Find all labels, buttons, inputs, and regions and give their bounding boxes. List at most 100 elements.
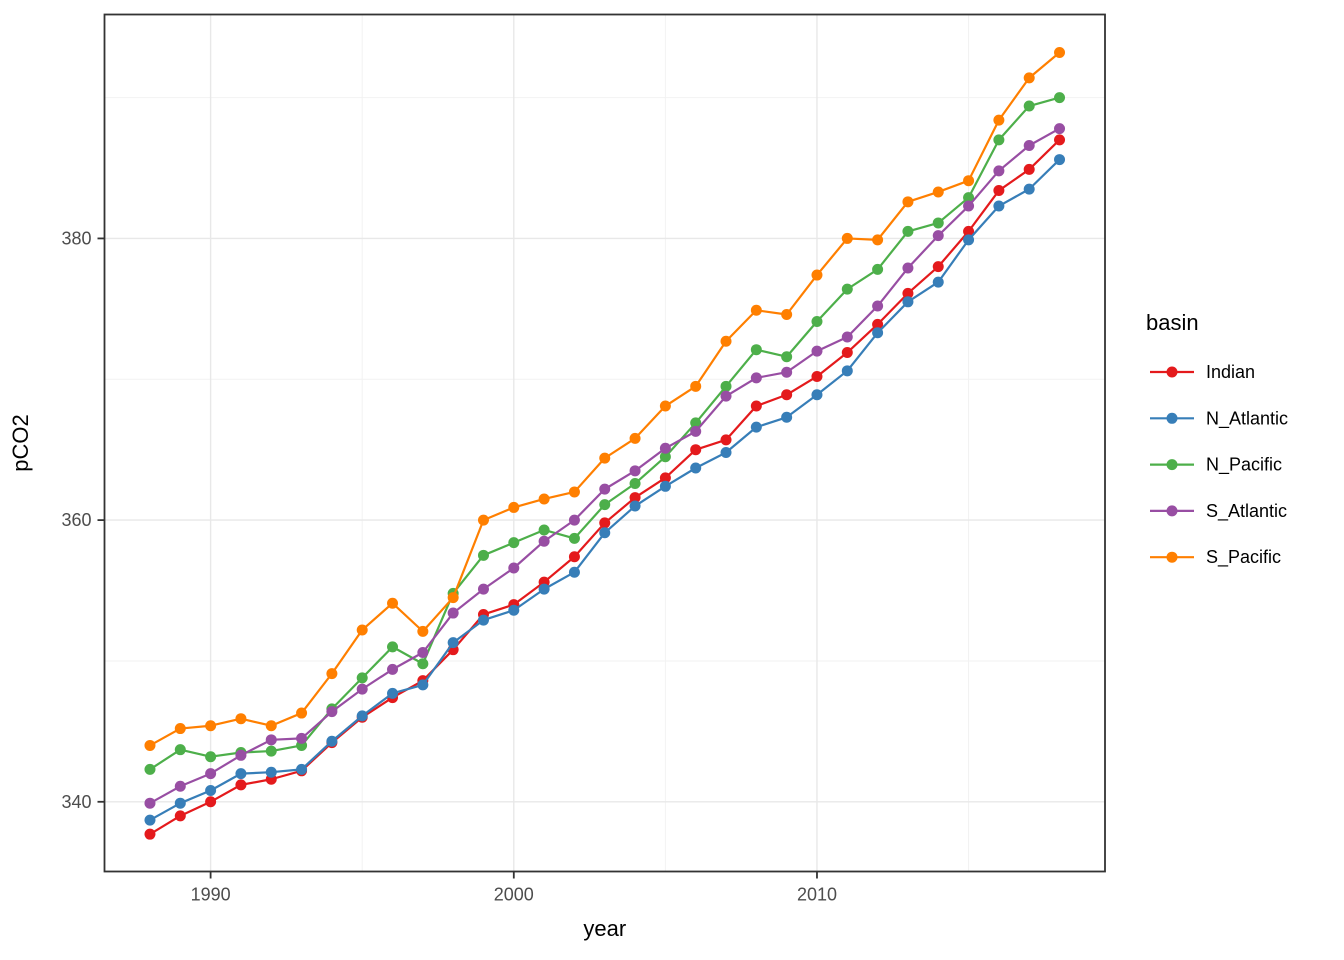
data-point [1054, 134, 1066, 146]
data-point [659, 472, 671, 484]
data-point [1023, 100, 1035, 112]
data-point [993, 114, 1005, 126]
data-point [781, 389, 793, 401]
data-point [417, 658, 429, 670]
data-point [599, 483, 611, 495]
data-point [538, 583, 550, 595]
legend-item-Indian: Indian [1150, 362, 1255, 382]
data-point [659, 480, 671, 492]
data-point [568, 486, 580, 498]
data-point [720, 335, 732, 347]
data-point [720, 390, 732, 402]
data-point [932, 230, 944, 242]
data-point [417, 646, 429, 658]
data-point [932, 261, 944, 273]
legend-key-point [1166, 459, 1178, 471]
data-point [568, 514, 580, 526]
data-point [296, 763, 308, 775]
legend-key-point [1166, 551, 1178, 563]
data-point [387, 663, 399, 675]
legend-label: N_Atlantic [1206, 408, 1288, 429]
data-point [963, 192, 975, 204]
legend-key-point [1166, 505, 1178, 517]
data-point [144, 797, 156, 809]
data-point [508, 604, 520, 616]
data-point [599, 527, 611, 539]
data-point [387, 641, 399, 653]
data-point [568, 532, 580, 544]
data-point [477, 514, 489, 526]
data-point [265, 720, 277, 732]
legend-item-S_Pacific: S_Pacific [1150, 547, 1281, 568]
data-point [599, 499, 611, 511]
data-point [872, 234, 884, 246]
data-point [296, 732, 308, 744]
data-point [750, 421, 762, 433]
x-tick-label: 2000 [494, 885, 534, 905]
data-point [902, 262, 914, 274]
data-point [205, 720, 217, 732]
data-point [841, 331, 853, 343]
data-point [387, 597, 399, 609]
data-point [447, 592, 459, 604]
data-point [205, 785, 217, 797]
x-axis-title: year [583, 916, 626, 941]
data-point [235, 779, 247, 791]
series-S_Pacific [144, 47, 1066, 751]
data-point [993, 200, 1005, 212]
data-point [963, 234, 975, 246]
data-point [326, 668, 338, 680]
data-point [720, 434, 732, 446]
data-point [568, 566, 580, 578]
y-tick-label: 340 [61, 792, 91, 812]
series-S_Atlantic [144, 123, 1066, 809]
x-tick-label: 2010 [797, 885, 837, 905]
data-point [265, 734, 277, 746]
data-point [235, 713, 247, 725]
legend-key-point [1166, 412, 1178, 424]
data-point [144, 814, 156, 826]
data-point [932, 217, 944, 229]
data-point [629, 477, 641, 489]
legend-item-S_Atlantic: S_Atlantic [1150, 501, 1287, 522]
data-point [508, 501, 520, 513]
data-point [629, 465, 641, 477]
data-point [720, 380, 732, 392]
data-point [144, 828, 156, 840]
data-point [356, 672, 368, 684]
series-N_Atlantic [144, 154, 1066, 826]
data-point [993, 165, 1005, 177]
data-point [174, 780, 186, 792]
axes: 340 360 380 1990 2000 2010 [61, 228, 837, 904]
data-point [690, 417, 702, 429]
data-point [690, 444, 702, 456]
data-point [629, 500, 641, 512]
data-point [356, 624, 368, 636]
data-point [417, 679, 429, 691]
data-point [1023, 183, 1035, 195]
data-point [1054, 123, 1066, 135]
data-point [841, 232, 853, 244]
legend-label: S_Atlantic [1206, 501, 1287, 522]
data-point [963, 225, 975, 237]
data-point [1054, 154, 1066, 166]
data-point [508, 562, 520, 574]
data-point [872, 327, 884, 339]
data-point [781, 308, 793, 320]
data-point [932, 276, 944, 288]
plot-panel [104, 14, 1105, 872]
data-point [477, 614, 489, 626]
legend-label: N_Pacific [1206, 455, 1282, 476]
data-point [477, 583, 489, 595]
data-point [902, 296, 914, 308]
data-point [326, 735, 338, 747]
legend-label: Indian [1206, 362, 1255, 382]
data-point [750, 372, 762, 384]
data-point [659, 442, 671, 454]
data-point [811, 345, 823, 357]
data-point [144, 739, 156, 751]
data-point [356, 710, 368, 722]
data-point [629, 492, 641, 504]
data-point [174, 723, 186, 735]
